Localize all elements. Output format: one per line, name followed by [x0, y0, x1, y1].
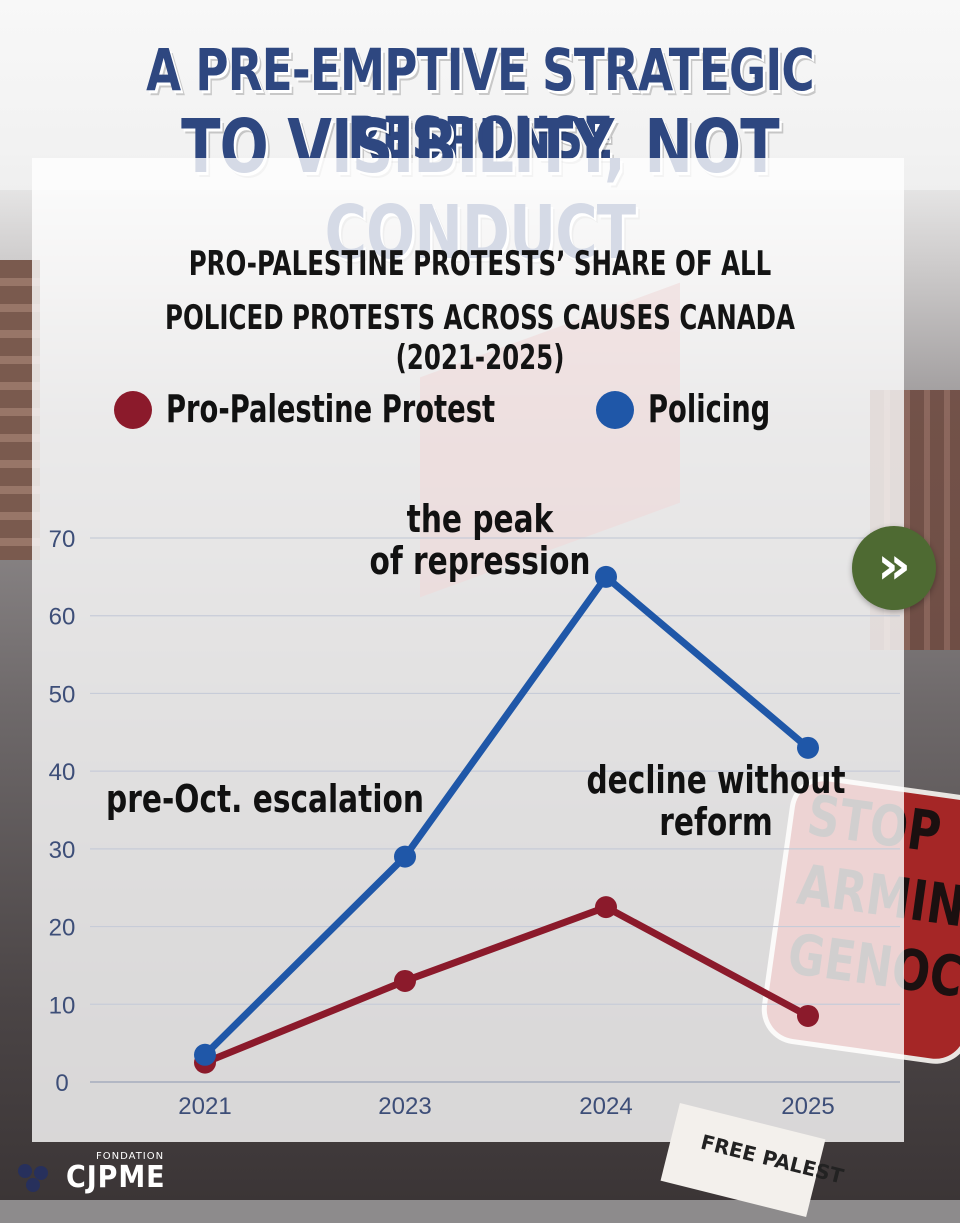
annot-pre-oct-line-1: pre-Oct. escalation [106, 777, 424, 822]
y-tick-label-0: 0 [55, 1070, 68, 1097]
x-tick-label-2025: 2025 [781, 1093, 834, 1120]
data-point-s0-2024 [595, 896, 617, 919]
y-tick-label-60: 60 [49, 604, 76, 631]
y-tick-label-70: 70 [49, 526, 76, 553]
y-tick-label-20: 20 [49, 915, 76, 942]
data-point-s0-2025 [797, 1004, 819, 1027]
legend-dot-policing [596, 391, 634, 429]
next-slide-button[interactable]: » [852, 526, 936, 610]
logo-big-text: CJPME [66, 1160, 166, 1195]
logo-mark-icon [18, 1164, 58, 1194]
data-point-s0-2023 [394, 969, 416, 992]
chart-panel [32, 158, 904, 1142]
legend-dot-protest [114, 391, 152, 429]
data-point-s1-2021 [194, 1043, 216, 1066]
chart-title-line-2: POLICED PROTESTS ACROSS CAUSES CANADA (2… [165, 298, 795, 378]
x-tick-labels: 2021 2023 2024 2025 [178, 1093, 834, 1120]
x-tick-label-2023: 2023 [378, 1093, 431, 1120]
data-point-s1-2025 [797, 736, 819, 759]
grid-lines [90, 537, 900, 1083]
chart-title-line-1: PRO-PALESTINE PROTESTS’ SHARE OF ALL [188, 244, 772, 284]
x-tick-label-2024: 2024 [579, 1093, 632, 1120]
series-line-0 [201, 903, 812, 1067]
y-tick-label-50: 50 [49, 681, 76, 708]
poster-text: FREE PALEST [698, 1129, 846, 1189]
annot-decline-line-1: decline without [586, 758, 845, 803]
y-tick-label-30: 30 [49, 837, 76, 864]
y-tick-label-40: 40 [49, 759, 76, 786]
cjpme-logo: FONDATION CJPME [18, 1150, 218, 1196]
data-point-s1-2024 [595, 565, 617, 588]
legend-label-policing: Policing [648, 387, 771, 431]
title-line-1: A PRE-EMPTIVE STRATEGIC RESPONSE [146, 36, 814, 172]
y-tick-label-10: 10 [49, 992, 76, 1019]
data-point-s1-2023 [394, 845, 416, 868]
x-tick-label-2021: 2021 [178, 1093, 231, 1120]
annot-decline-line-2: reform [659, 800, 772, 845]
double-chevron-right-icon: » [877, 536, 911, 596]
series-lines [194, 565, 819, 1074]
annot-peak-line-2: of repression [369, 539, 590, 584]
series-line-1 [201, 573, 812, 1059]
annot-peak-line-1: the peak [407, 497, 555, 542]
legend-label-protest: Pro-Palestine Protest [166, 387, 496, 431]
y-tick-labels: 0 10 20 30 40 50 60 70 [49, 526, 76, 1097]
logo-small-text: FONDATION [96, 1151, 165, 1162]
